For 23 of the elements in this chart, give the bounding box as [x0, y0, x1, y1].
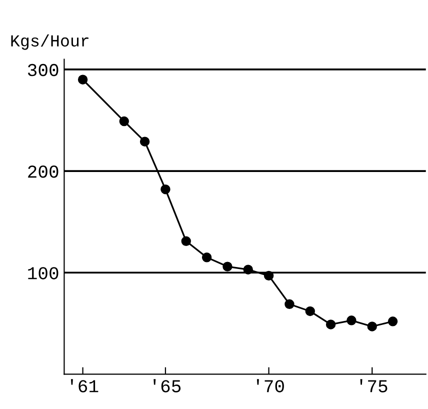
point	[388, 316, 398, 326]
x-tick-label: '70	[256, 379, 284, 392]
point	[367, 322, 377, 332]
point	[305, 306, 315, 316]
y-tick-label: 300	[28, 64, 58, 76]
point	[78, 74, 88, 84]
y-tick-label: 100	[28, 267, 58, 280]
point	[284, 299, 294, 309]
x-tick-label: '61	[70, 379, 98, 392]
x-tick-label: '75	[360, 379, 388, 392]
point	[346, 316, 356, 326]
point	[160, 184, 170, 194]
point	[222, 262, 232, 272]
point	[243, 264, 253, 274]
y-axis-title: Kgs/Hour	[11, 34, 88, 50]
point	[202, 252, 212, 262]
y-tick-label: 200	[28, 166, 58, 178]
point	[181, 236, 191, 246]
point	[264, 270, 274, 281]
point	[326, 320, 336, 330]
point	[140, 136, 150, 146]
x-tick-label: '65	[154, 379, 181, 392]
point	[119, 116, 129, 126]
